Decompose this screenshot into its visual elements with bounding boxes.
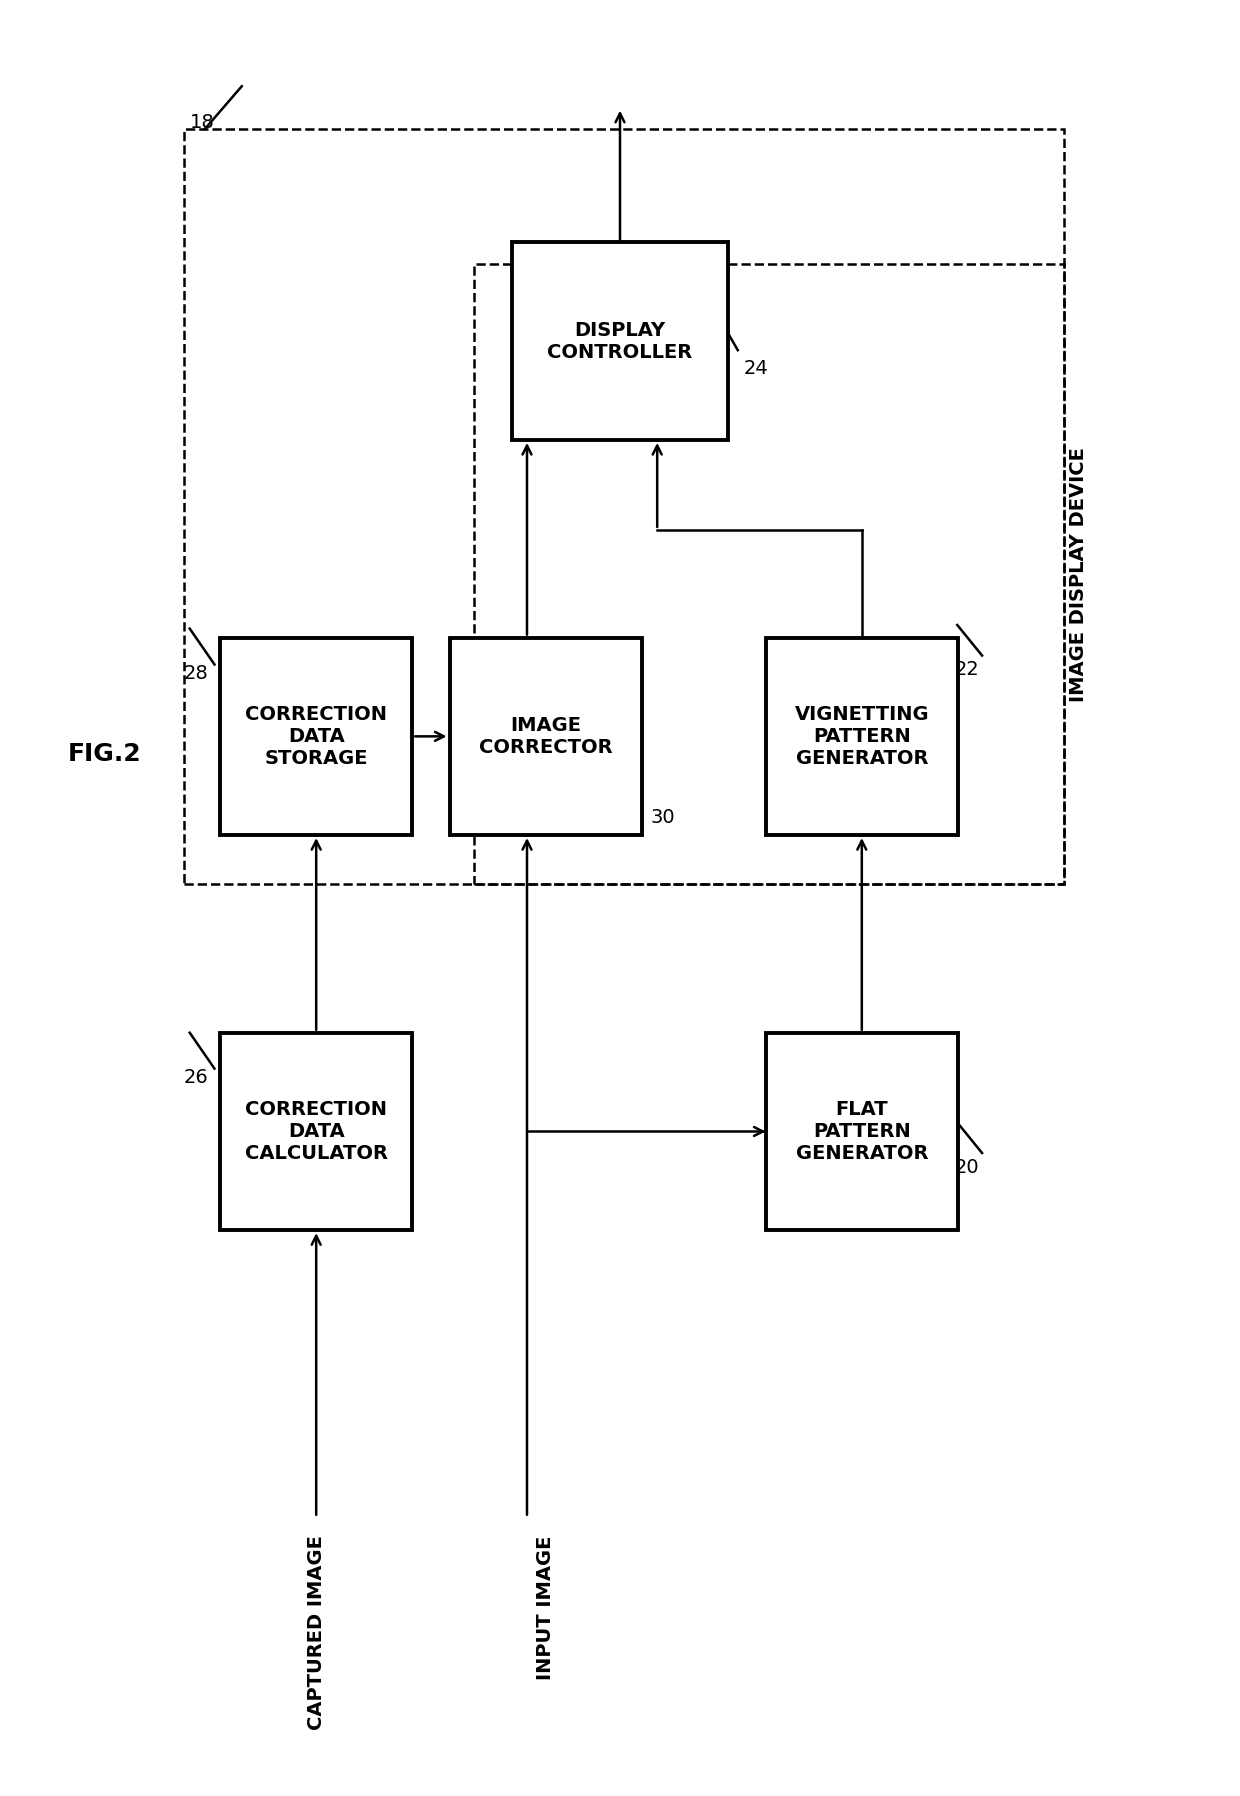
- Bar: [765, 1033, 957, 1230]
- Bar: [221, 638, 413, 835]
- Bar: [765, 638, 957, 835]
- Text: IMAGE
CORRECTOR: IMAGE CORRECTOR: [479, 717, 613, 756]
- Text: 26: 26: [184, 1069, 208, 1087]
- Bar: [474, 264, 1064, 884]
- Text: VIGNETTING
PATTERN
GENERATOR: VIGNETTING PATTERN GENERATOR: [795, 704, 929, 769]
- Text: 18: 18: [190, 113, 215, 131]
- Text: 28: 28: [184, 665, 208, 682]
- Text: IMAGE DISPLAY DEVICE: IMAGE DISPLAY DEVICE: [1069, 447, 1089, 702]
- Bar: [511, 242, 728, 440]
- Bar: [221, 1033, 413, 1230]
- Text: 22: 22: [955, 661, 980, 679]
- Text: CAPTURED IMAGE: CAPTURED IMAGE: [306, 1536, 326, 1731]
- Text: FIG.2: FIG.2: [68, 742, 141, 767]
- Bar: [449, 638, 642, 835]
- Text: DISPLAY
CONTROLLER: DISPLAY CONTROLLER: [547, 321, 693, 361]
- Text: 30: 30: [651, 808, 676, 826]
- Text: FLAT
PATTERN
GENERATOR: FLAT PATTERN GENERATOR: [796, 1099, 928, 1164]
- Text: CORRECTION
DATA
CALCULATOR: CORRECTION DATA CALCULATOR: [244, 1099, 388, 1164]
- Text: 24: 24: [744, 359, 769, 377]
- Text: 20: 20: [955, 1158, 980, 1176]
- Text: CORRECTION
DATA
STORAGE: CORRECTION DATA STORAGE: [246, 704, 387, 769]
- Text: INPUT IMAGE: INPUT IMAGE: [536, 1536, 556, 1679]
- Bar: [184, 129, 1064, 884]
